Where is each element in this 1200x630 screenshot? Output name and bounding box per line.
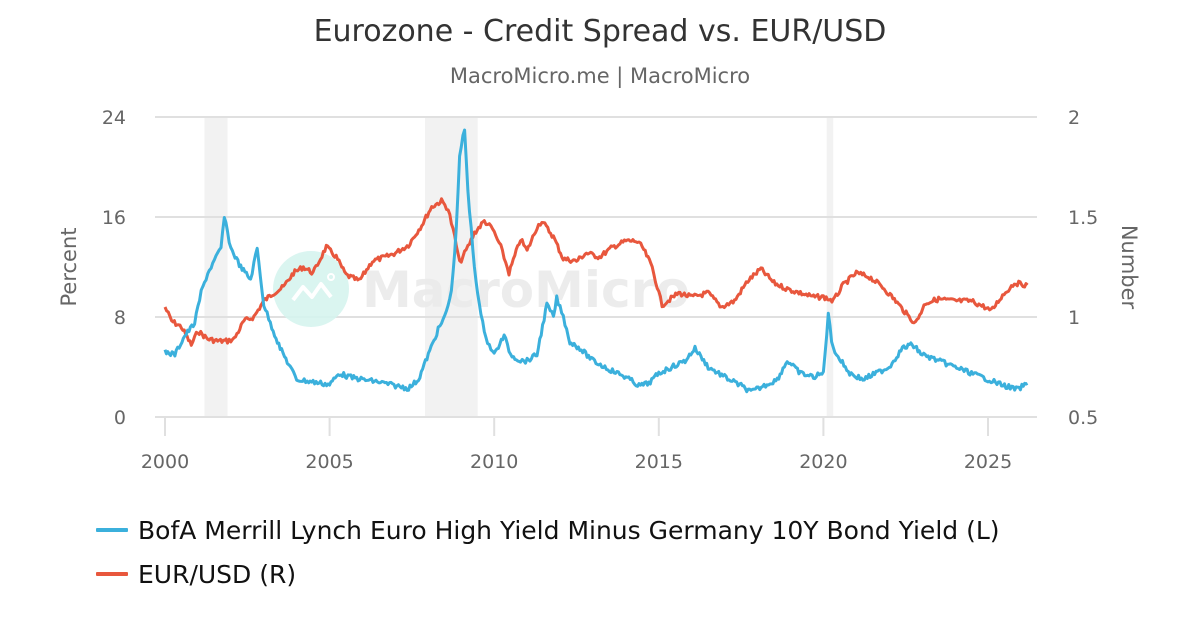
legend-item-eurusd[interactable]: EUR/USD (R): [96, 552, 1000, 596]
left-axis-title: Percent: [57, 227, 81, 306]
recession-shading: [204, 117, 834, 417]
eurusd-line[interactable]: [163, 197, 1029, 347]
x-axis: 2000 2005 2010 2015 2020 2025: [141, 417, 1012, 473]
left-y-axis: 0 8 16 24: [102, 107, 126, 429]
chart-subtitle: MacroMicro.me | MacroMicro: [449, 64, 751, 88]
svg-text:8: 8: [114, 307, 126, 329]
chart-title: Eurozone - Credit Spread vs. EUR/USD: [313, 14, 887, 49]
svg-text:2020: 2020: [799, 451, 847, 473]
svg-text:2015: 2015: [635, 451, 683, 473]
svg-text:16: 16: [102, 207, 126, 229]
svg-text:2000: 2000: [141, 451, 189, 473]
watermark: MacroMicro: [273, 251, 690, 327]
svg-text:1.5: 1.5: [1068, 207, 1098, 229]
watermark-text: MacroMicro: [362, 261, 690, 319]
legend-item-credit-spread[interactable]: BofA Merrill Lynch Euro High Yield Minus…: [96, 508, 1000, 552]
svg-text:2025: 2025: [964, 451, 1012, 473]
credit-spread-line[interactable]: [163, 128, 1029, 394]
legend-swatch-red: [96, 572, 128, 576]
legend-swatch-blue: [96, 528, 128, 532]
right-y-axis: 0.5 1 1.5 2: [1068, 107, 1098, 429]
svg-text:1: 1: [1068, 307, 1080, 329]
legend-label: EUR/USD (R): [138, 559, 297, 589]
svg-text:2: 2: [1068, 107, 1080, 129]
svg-text:0.5: 0.5: [1068, 407, 1098, 429]
svg-text:2005: 2005: [305, 451, 353, 473]
series-lines: [163, 128, 1029, 394]
macromicro-logo-icon: [273, 251, 349, 327]
legend-label: BofA Merrill Lynch Euro High Yield Minus…: [138, 515, 1000, 545]
legend: BofA Merrill Lynch Euro High Yield Minus…: [96, 508, 1000, 596]
right-axis-title: Number: [1117, 225, 1141, 310]
svg-text:0: 0: [114, 407, 126, 429]
svg-text:24: 24: [102, 107, 126, 129]
svg-text:2010: 2010: [470, 451, 518, 473]
